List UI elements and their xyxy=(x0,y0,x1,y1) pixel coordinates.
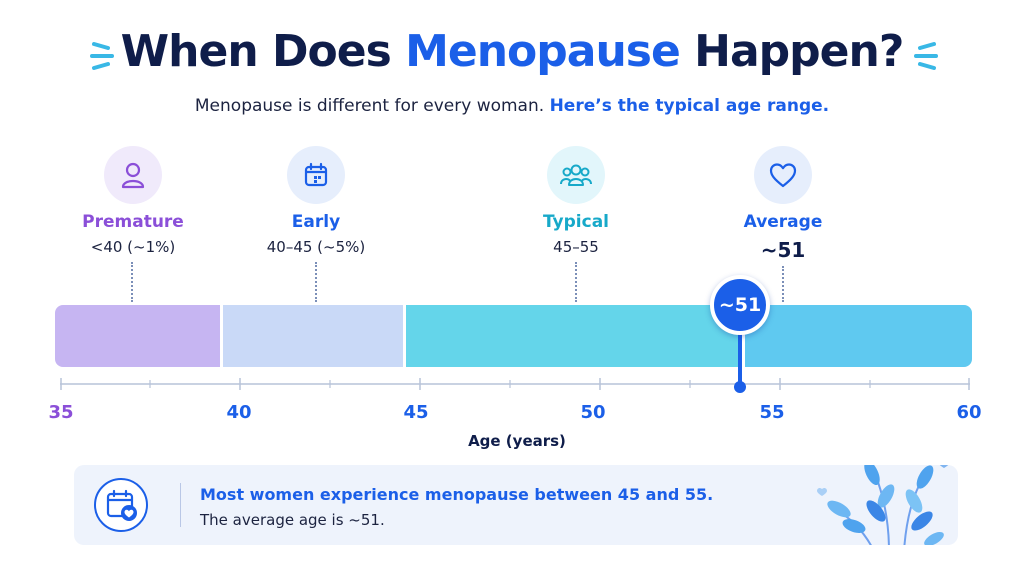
category-average: Average ~51 xyxy=(693,146,873,262)
info-detail: The average age is ~51. xyxy=(200,511,385,529)
average-marker-dot xyxy=(734,381,746,393)
category-connector xyxy=(575,262,577,302)
bar-segment-late xyxy=(745,305,972,367)
sparkle-left-icon xyxy=(90,42,114,70)
category-premature: Premature <40 (~1%) xyxy=(43,146,223,256)
category-early: Early 40–45 (~5%) xyxy=(226,146,406,256)
tick-label: 50 xyxy=(580,402,606,423)
category-range: <40 (~1%) xyxy=(90,238,176,256)
calendar-heart-icon xyxy=(94,478,148,532)
bar-segment-early xyxy=(223,305,403,367)
tick-label: 40 xyxy=(226,402,252,423)
category-connector xyxy=(315,262,317,302)
plant-illustration xyxy=(817,465,949,545)
category-name: Premature xyxy=(82,212,184,232)
tick-label: 45 xyxy=(403,402,429,423)
heart-icon xyxy=(754,146,812,204)
page-subtitle: Menopause is different for every woman. … xyxy=(194,96,830,116)
calendar-icon xyxy=(287,146,345,204)
category-name: Average xyxy=(743,212,823,232)
sparkle-right-icon xyxy=(914,42,938,70)
person-icon xyxy=(104,146,162,204)
category-range: 45–55 xyxy=(553,238,599,256)
average-marker-stem xyxy=(738,330,742,384)
bar-segment-premature xyxy=(55,305,220,367)
info-callout: Most women experience menopause between … xyxy=(74,465,958,545)
info-headline: Most women experience menopause between … xyxy=(200,485,714,504)
axis-title: Age (years) xyxy=(468,432,566,450)
title-highlight: Menopause xyxy=(405,26,681,77)
category-range: ~51 xyxy=(760,238,806,262)
tick-label: 35 xyxy=(48,402,74,423)
category-typical: Typical 45–55 xyxy=(486,146,666,256)
category-connector xyxy=(131,262,133,302)
category-name: Typical xyxy=(542,212,610,232)
info-divider xyxy=(180,483,181,527)
category-connector xyxy=(782,266,784,302)
category-name: Early xyxy=(291,212,341,232)
bar-segment-typical xyxy=(406,305,742,367)
tick-label: 55 xyxy=(759,402,785,423)
subtitle-highlight: Here’s the typical age range. xyxy=(549,96,830,116)
page-title: When Does Menopause Happen? xyxy=(120,26,905,77)
category-range: 40–45 (~5%) xyxy=(266,238,366,256)
tick-label: 60 xyxy=(956,402,982,423)
axis-ticks xyxy=(60,378,970,390)
group-icon xyxy=(547,146,605,204)
average-marker-badge: ~51 xyxy=(710,275,770,335)
